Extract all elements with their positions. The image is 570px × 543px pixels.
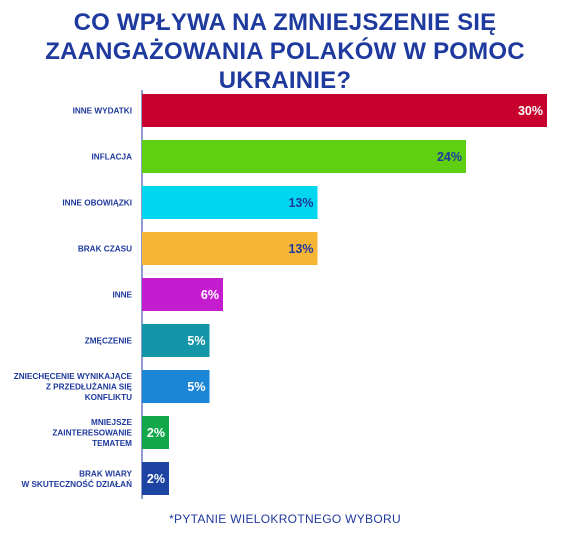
bar-6 (142, 324, 210, 357)
value-label-6: 5% (187, 334, 205, 348)
footnote: *PYTANIE WIELOKROTNEGO WYBORU (169, 512, 401, 526)
category-label-7: ZNIECHĘCENIE WYNIKAJĄCE Z PRZEDŁUŻANIA SI… (14, 372, 133, 402)
bar-5 (142, 278, 223, 311)
category-label-8: MNIEJSZE ZAINTERESOWANIE TEMATEM (52, 418, 132, 448)
value-label-8: 2% (147, 426, 165, 440)
bar-2 (142, 140, 466, 173)
category-label-4: BRAK CZASU (78, 245, 132, 254)
value-label-3: 13% (288, 196, 313, 210)
bar-8 (142, 416, 169, 449)
category-label-5: INNE (112, 291, 132, 300)
value-label-4: 13% (288, 242, 313, 256)
category-label-1: INNE WYDATKI (73, 107, 132, 116)
bar-1 (142, 94, 547, 127)
value-label-5: 6% (201, 288, 219, 302)
value-label-2: 24% (437, 150, 462, 164)
category-label-3: INNE OBOWIĄZKI (62, 199, 132, 208)
bar-7 (142, 370, 210, 403)
category-label-6: ZMĘCZENIE (85, 337, 133, 346)
chart-title-line-2: ZAANGAŻOWANIA POLAKÓW W POMOC UKRAINIE? (45, 38, 525, 94)
category-label-2: INFLACJA (92, 153, 133, 162)
value-label-1: 30% (518, 104, 543, 118)
chart-title: CO WPŁYWA NA ZMNIEJSZENIE SIĘ ZAANGAŻOWA… (0, 8, 570, 95)
value-label-7: 5% (187, 380, 205, 394)
bar-4 (142, 232, 318, 265)
bar-9 (142, 462, 169, 495)
bar-3 (142, 186, 318, 219)
category-label-9: BRAK WIARY W SKUTECZNOŚĆ DZIAŁAŃ (21, 469, 132, 489)
value-label-9: 2% (147, 472, 165, 486)
chart-title-line-1: CO WPŁYWA NA ZMNIEJSZENIE SIĘ (73, 9, 497, 36)
